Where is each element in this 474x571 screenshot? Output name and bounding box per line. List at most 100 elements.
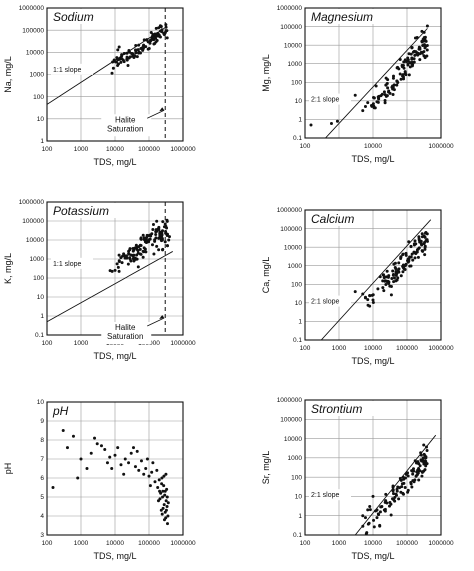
chart-ph-data-point bbox=[110, 467, 113, 470]
chart-ph-ylabel: pH bbox=[3, 463, 13, 475]
chart-sodium-data-point bbox=[136, 55, 139, 58]
chart-magnesium-data-point bbox=[395, 84, 398, 87]
chart-ph-data-point bbox=[127, 461, 130, 464]
chart-magnesium-data-point bbox=[336, 120, 339, 123]
chart-strontium-data-point bbox=[384, 499, 387, 502]
chart-calcium-data-point bbox=[426, 232, 429, 235]
chart-ph-data-point bbox=[85, 467, 88, 470]
chart-magnesium-data-point bbox=[406, 57, 409, 60]
chart-sodium-xlabel: TDS, mg/L bbox=[93, 157, 136, 167]
chart-calcium-title: Calcium bbox=[311, 212, 354, 226]
chart-magnesium-data-point bbox=[372, 96, 375, 99]
chart-potassium-data-point bbox=[144, 250, 147, 253]
chart-magnesium-data-point bbox=[410, 53, 413, 56]
chart-calcium-ytick-label: 1000000 bbox=[277, 207, 303, 214]
chart-ph-data-point bbox=[144, 467, 147, 470]
chart-magnesium-data-point bbox=[402, 60, 405, 63]
chart-calcium-data-point bbox=[410, 265, 413, 268]
chart-strontium-data-point bbox=[410, 485, 413, 488]
chart-sodium-data-point bbox=[126, 56, 129, 59]
chart-strontium-slope-line bbox=[355, 435, 436, 535]
chart-calcium-data-point bbox=[401, 270, 404, 273]
chart-sodium-title: Sodium bbox=[53, 10, 94, 24]
chart-strontium-data-point bbox=[393, 500, 396, 503]
chart-calcium-data-point bbox=[423, 241, 426, 244]
chart-potassium-data-point bbox=[168, 235, 171, 238]
chart-calcium-data-point bbox=[390, 277, 393, 280]
chart-potassium-data-point bbox=[163, 225, 166, 228]
chart-sodium-xtick-label: 100 bbox=[42, 146, 53, 153]
chart-strontium-data-point bbox=[417, 479, 420, 482]
chart-strontium-ytick-label: 0.1 bbox=[293, 532, 302, 539]
chart-ph-data-point bbox=[158, 490, 161, 493]
chart-strontium-data-point bbox=[423, 468, 426, 471]
chart-strontium-data-point bbox=[392, 485, 395, 488]
chart-magnesium-data-point bbox=[397, 67, 400, 70]
chart-potassium-data-point bbox=[160, 231, 163, 234]
chart-ph-data-point bbox=[162, 475, 165, 478]
chart-strontium-data-point bbox=[424, 460, 427, 463]
chart-calcium-data-point bbox=[392, 263, 395, 266]
chart-calcium-data-point bbox=[417, 256, 420, 259]
chart-sodium-data-point bbox=[114, 60, 117, 63]
chart-ph-ytick-label: 3 bbox=[40, 532, 44, 539]
chart-ph-data-point bbox=[80, 458, 83, 461]
chart-strontium-data-point bbox=[361, 525, 364, 528]
chart-strontium-xtick-label: 100000 bbox=[396, 540, 418, 547]
chart-potassium-data-point bbox=[167, 239, 170, 242]
chart-potassium-slope-label: 1:1 slope bbox=[53, 261, 82, 268]
chart-sodium-data-point bbox=[134, 51, 137, 54]
chart-potassium-xtick-label: 100 bbox=[42, 340, 53, 347]
chart-calcium-data-point bbox=[392, 273, 395, 276]
chart-ph-data-point bbox=[122, 473, 125, 476]
chart-magnesium-data-point bbox=[399, 58, 402, 61]
chart-potassium-ytick-label: 1000 bbox=[30, 256, 45, 263]
chart-ph-data-point bbox=[51, 486, 54, 489]
chart-magnesium-data-point bbox=[410, 62, 413, 65]
chart-ph-data-point bbox=[153, 480, 156, 483]
chart-ph-data-point bbox=[124, 458, 127, 461]
chart-calcium-ytick-label: 1000 bbox=[288, 263, 303, 270]
chart-ph-data-point bbox=[150, 471, 153, 474]
chart-ph-data-point bbox=[158, 478, 161, 481]
chart-ph-data-point bbox=[161, 513, 164, 516]
chart-ph-data-point bbox=[149, 484, 152, 487]
chart-strontium-data-point bbox=[420, 475, 423, 478]
chart-magnesium-data-point bbox=[393, 88, 396, 91]
chart-magnesium-data-point bbox=[414, 37, 417, 40]
chart-potassium-data-point bbox=[157, 226, 160, 229]
chart-ph-data-point bbox=[96, 442, 99, 445]
chart-potassium-xtick-label: 1000000 bbox=[170, 340, 196, 347]
chart-ph-data-point bbox=[157, 499, 160, 502]
chart-strontium-data-point bbox=[422, 443, 425, 446]
chart-calcium-data-point bbox=[421, 235, 424, 238]
chart-sodium-ytick-label: 100 bbox=[33, 94, 44, 101]
chart-strontium-data-point bbox=[375, 516, 378, 519]
chart-strontium-data-point bbox=[379, 505, 382, 508]
chart-strontium-ytick-label: 100 bbox=[291, 474, 302, 481]
chart-magnesium-data-point bbox=[402, 77, 405, 80]
chart-potassium-data-point bbox=[164, 223, 167, 226]
chart-ph-ytick-label: 9 bbox=[40, 418, 44, 425]
chart-ph-data-point bbox=[166, 505, 169, 508]
chart-calcium-data-point bbox=[368, 294, 371, 297]
chart-calcium: 100 1000 10000 100000 10000000.1110100100010… bbox=[261, 207, 454, 366]
chart-potassium-data-point bbox=[125, 254, 128, 257]
chart-potassium-data-point bbox=[152, 223, 155, 226]
chart-ph-data-point bbox=[165, 509, 168, 512]
chart-ph-data-point bbox=[66, 446, 69, 449]
chart-sodium-slope-label: 1:1 slope bbox=[53, 67, 82, 74]
chart-potassium-data-point bbox=[164, 240, 167, 243]
chart-calcium-data-point bbox=[400, 274, 403, 277]
chart-calcium-data-point bbox=[405, 252, 408, 255]
chart-sodium: 100 1000 10000 100000 1000000 1 10 100 1000 10000… bbox=[3, 5, 196, 167]
chart-magnesium-data-point bbox=[404, 73, 407, 76]
chart-strontium-data-point bbox=[388, 501, 391, 504]
chart-potassium-ytick-label: 100 bbox=[33, 275, 44, 282]
chart-calcium-data-point bbox=[381, 286, 384, 289]
chart-magnesium-data-point bbox=[386, 86, 389, 89]
chart-calcium-data-point bbox=[379, 275, 382, 278]
chart-strontium-data-point bbox=[397, 497, 400, 500]
chart-calcium-xlabel: TDS, mg/L bbox=[351, 356, 394, 366]
chart-ph-data-point bbox=[114, 454, 117, 457]
